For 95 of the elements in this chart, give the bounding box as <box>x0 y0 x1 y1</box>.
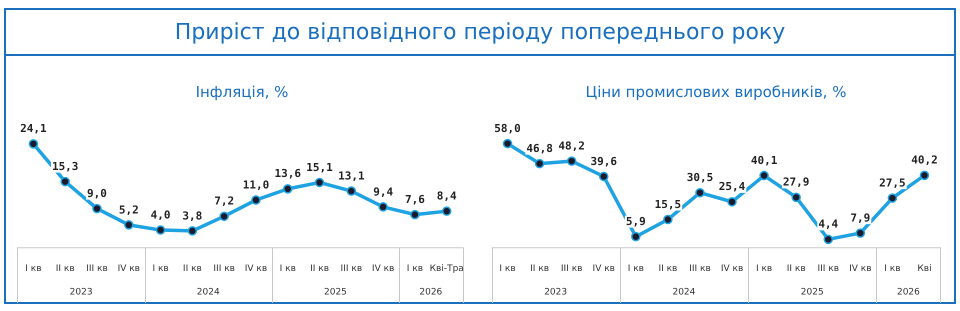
point <box>314 178 324 188</box>
point <box>283 184 292 194</box>
data-label: 13,1 <box>338 169 365 182</box>
x-tick-label: III кв <box>86 264 108 274</box>
data-label: 27,5 <box>879 176 906 190</box>
point <box>631 232 641 242</box>
point <box>759 170 769 180</box>
chart-title: Ціни промислових виробників, % <box>586 82 846 101</box>
data-label: 27,9 <box>782 176 810 189</box>
text: 2026 <box>896 287 920 298</box>
x-tick-label: IV кв <box>849 264 872 274</box>
point <box>695 188 705 198</box>
data-label: 58,0 <box>494 122 521 135</box>
data-label: 5,2 <box>118 203 139 216</box>
data-label: 9,4 <box>373 185 394 198</box>
data-label: 15,3 <box>52 160 78 173</box>
point <box>188 226 198 236</box>
point <box>791 192 801 202</box>
x-tick-label: IV кв <box>592 264 615 274</box>
x-tick-label: II кв <box>530 264 550 274</box>
point <box>124 220 134 230</box>
chart-title: Інфляція, % <box>196 82 288 101</box>
x-tick-label: II кв <box>310 264 330 274</box>
x-tick-label: I кв <box>628 264 644 274</box>
text: 2025 <box>324 287 347 298</box>
point <box>534 158 544 168</box>
data-label: 7,2 <box>214 194 234 208</box>
point <box>251 195 261 205</box>
x-tick-label: IV кв <box>720 264 744 274</box>
x-tick-label: IV кв <box>118 264 140 274</box>
text: 2025 <box>800 287 824 298</box>
x-tick-label: I кв <box>152 264 169 274</box>
data-label: 3,8 <box>182 209 202 222</box>
x-tick-label: Кві-Тра <box>430 264 464 274</box>
data-label: 7,9 <box>850 211 870 224</box>
point <box>92 204 102 214</box>
point <box>156 225 166 235</box>
point <box>346 186 356 196</box>
data-label: 40,2 <box>911 154 938 167</box>
point <box>566 156 576 166</box>
x-tick-label: III кв <box>340 264 362 274</box>
data-label: 15,5 <box>654 198 682 211</box>
x-tick-label: I кв <box>884 264 901 274</box>
x-tick-label: II кв <box>658 264 678 274</box>
data-label: 48,2 <box>558 139 585 152</box>
x-tick-label: I кв <box>25 264 42 274</box>
x-tick-label: III кв <box>817 264 840 274</box>
text: 2026 <box>419 287 443 298</box>
data-label: 24,1 <box>20 122 48 136</box>
x-tick-label: III кв <box>689 264 711 274</box>
data-label: 39,6 <box>590 154 618 168</box>
x-tick-label: IV кв <box>372 264 394 274</box>
point <box>442 206 452 216</box>
data-label: 46,8 <box>526 142 553 155</box>
data-label: 4,4 <box>818 218 839 231</box>
x-tick-label: II кв <box>56 264 75 274</box>
point <box>888 193 898 203</box>
text: Приріст до відповідного періоду попереднього року <box>174 20 786 44</box>
point <box>410 210 420 220</box>
data-label: 40,1 <box>750 154 778 167</box>
data-label: 9,0 <box>87 186 107 200</box>
x-tick-label: III кв <box>560 264 582 274</box>
data-label: 5,9 <box>626 215 646 228</box>
text: 2023 <box>70 287 93 298</box>
data-label: 4,0 <box>150 208 171 222</box>
data-label: 13,6 <box>274 167 302 180</box>
data-label: 7,6 <box>404 192 426 206</box>
point <box>378 202 388 212</box>
point <box>824 234 833 244</box>
point <box>219 212 229 222</box>
point <box>920 170 930 180</box>
data-label: 30,5 <box>686 171 714 184</box>
x-tick-label: I кв <box>499 264 516 274</box>
x-tick-label: Кві <box>917 264 932 274</box>
text: 2023 <box>544 287 568 298</box>
point <box>28 139 38 149</box>
point <box>856 228 866 238</box>
point <box>60 176 70 186</box>
x-tick-label: IV кв <box>244 264 268 274</box>
x-tick-label: II кв <box>182 264 202 274</box>
data-label: 11,0 <box>242 178 270 192</box>
x-tick-label: III кв <box>213 264 235 274</box>
x-tick-label: I кв <box>756 264 772 274</box>
x-tick-label: I кв <box>280 264 296 274</box>
x-tick-label: I кв <box>406 264 424 274</box>
data-label: 8,4 <box>436 190 458 203</box>
text: 2024 <box>672 287 696 298</box>
point <box>599 172 608 182</box>
point <box>663 214 673 224</box>
point <box>727 197 737 207</box>
text: 2024 <box>196 287 220 298</box>
data-label: 25,4 <box>718 180 746 194</box>
point <box>502 138 512 148</box>
x-tick-label: II кв <box>786 264 806 274</box>
data-label: 15,1 <box>306 160 334 174</box>
